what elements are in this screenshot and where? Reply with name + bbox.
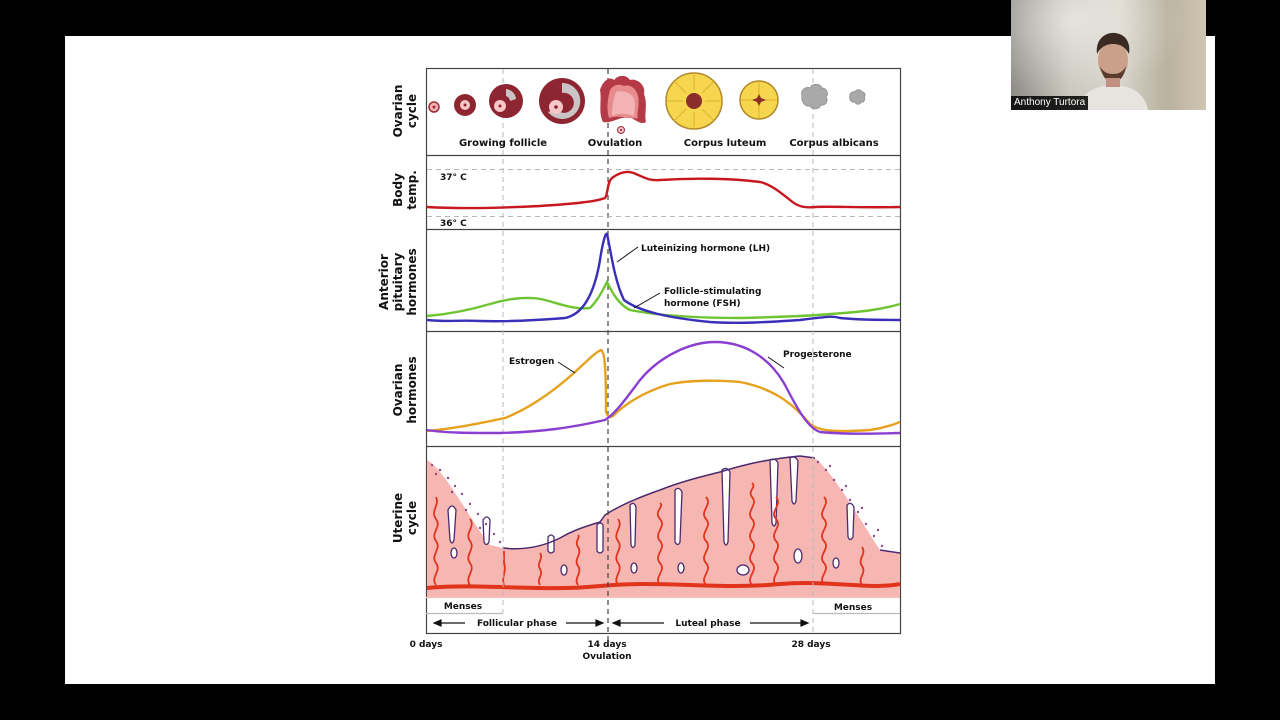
ovulation-illustration [600, 75, 646, 134]
svg-text:Anterior: Anterior [377, 254, 391, 310]
luteal-phase-label: Luteal phase [675, 619, 740, 629]
svg-text:pituitary: pituitary [391, 252, 405, 311]
svg-text:hormones: hormones [405, 248, 419, 315]
x-label-ovulation: Ovulation [582, 652, 631, 662]
participant-video-feed [1078, 32, 1148, 110]
label-ovulation: Ovulation [588, 138, 643, 149]
svg-text:hormones: hormones [405, 356, 419, 423]
presentation-slide: Ovarian cycle Body temp. Anterior pituit… [65, 36, 1215, 684]
label-growing-follicle: Growing follicle [459, 138, 547, 149]
menses-right-label: Menses [834, 603, 872, 613]
body-temp-chart: 37° C 36° C [426, 169, 901, 229]
phase-arrows [432, 619, 810, 627]
row-label-ovarian-cycle: Ovarian cycle [391, 85, 419, 138]
svg-text:cycle: cycle [405, 94, 419, 128]
participant-name-label: Anthony Turtora [1011, 96, 1089, 110]
menstrual-cycle-diagram: Ovarian cycle Body temp. Anterior pituit… [377, 67, 902, 662]
row-label-body-temp: Body temp. [391, 170, 419, 210]
ovarian-stage-labels: Growing follicle Ovulation Corpus luteum… [459, 138, 879, 149]
tick-36c: 36° C [440, 219, 467, 229]
menses-left-label: Menses [444, 602, 482, 612]
corpus-albicans-illustration [801, 83, 866, 110]
label-corpus-albicans: Corpus albicans [789, 138, 878, 149]
svg-text:cycle: cycle [405, 501, 419, 535]
label-fsh-line1: Follicle-stimulating [664, 287, 761, 297]
uterine-endometrium [426, 455, 901, 598]
row-label-uterine-cycle: Uterine cycle [391, 493, 419, 543]
x-label-day0: 0 days [410, 640, 443, 650]
label-fsh-line2: hormone (FSH) [664, 299, 741, 309]
label-corpus-luteum: Corpus luteum [684, 138, 767, 149]
x-label-day28: 28 days [791, 640, 830, 650]
tick-37c: 37° C [440, 173, 467, 183]
label-progesterone: Progesterone [783, 350, 852, 360]
row-label-ovarian-hormones: Ovarian hormones [391, 356, 419, 423]
participant-video-tile[interactable]: Anthony Turtora [1011, 0, 1206, 110]
ovarian-follicles [428, 78, 585, 124]
x-axis-labels: 0 days 14 days Ovulation 28 days [410, 640, 831, 662]
x-label-day14: 14 days [587, 640, 626, 650]
ovarian-hormone-chart: Estrogen Progesterone [426, 340, 901, 435]
pituitary-hormone-chart: Luteinizing hormone (LH) Follicle-stimul… [426, 232, 901, 325]
svg-text:Ovarian: Ovarian [391, 364, 405, 417]
follicular-phase-label: Follicular phase [477, 619, 557, 629]
row-label-anterior-pituitary: Anterior pituitary hormones [377, 248, 419, 315]
label-estrogen: Estrogen [509, 357, 554, 367]
svg-text:temp.: temp. [405, 170, 419, 210]
corpus-luteum-illustration [665, 72, 779, 130]
svg-text:Body: Body [391, 173, 405, 207]
label-lh: Luteinizing hormone (LH) [641, 244, 770, 254]
svg-text:Ovarian: Ovarian [391, 85, 405, 138]
svg-text:Uterine: Uterine [391, 493, 405, 543]
